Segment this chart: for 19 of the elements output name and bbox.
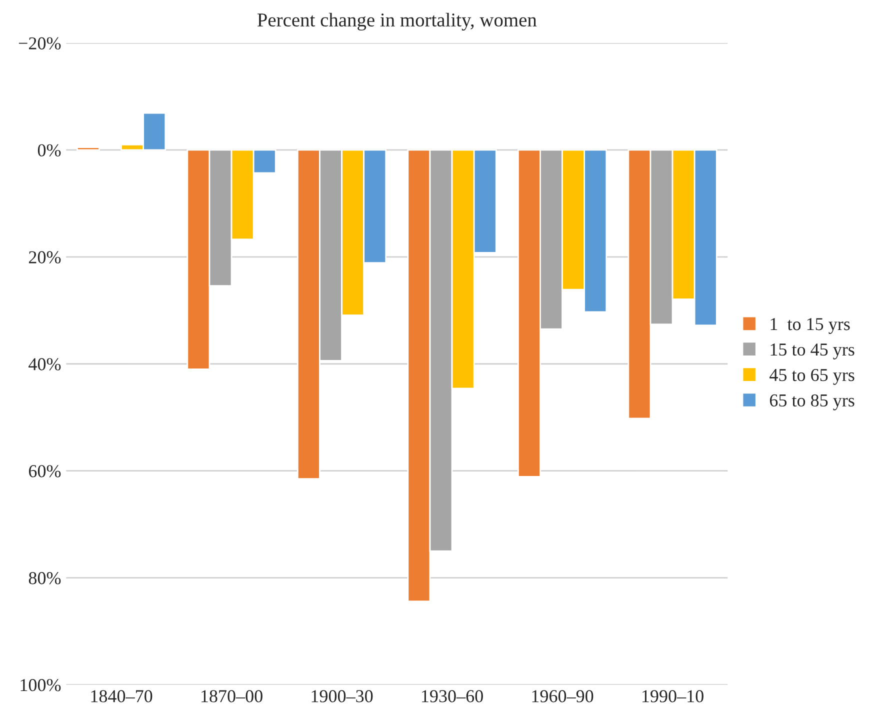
x-tick-label: 1930–60 xyxy=(422,690,483,702)
legend-label: 65 to 85 yrs xyxy=(770,394,854,410)
y-tick-label: 80% xyxy=(28,572,61,584)
y-tick-label: 60% xyxy=(28,465,61,478)
bar xyxy=(76,146,100,151)
y-tick-label: 20% xyxy=(28,251,61,264)
y-tick-label: −20% xyxy=(18,37,61,50)
y-tick-label: 100% xyxy=(20,678,61,692)
y-tick-label: 40% xyxy=(28,358,61,370)
legend-label: 15 to 45 yrs xyxy=(770,344,854,360)
x-tick-label: 1870–00 xyxy=(202,690,262,702)
x-tick-label: 1960–90 xyxy=(532,690,594,702)
x-tick-label: 1900–30 xyxy=(312,690,373,702)
chart-title: Percent change in mortality, women xyxy=(257,12,537,31)
y-tick-label: 0% xyxy=(38,144,61,156)
legend-label: 1 to 15 yrs xyxy=(770,318,850,334)
legend-label: 45 to 65 yrs xyxy=(770,368,854,385)
x-tick-label: 1990–10 xyxy=(642,690,704,702)
x-tick-label: 1840–70 xyxy=(91,690,152,702)
